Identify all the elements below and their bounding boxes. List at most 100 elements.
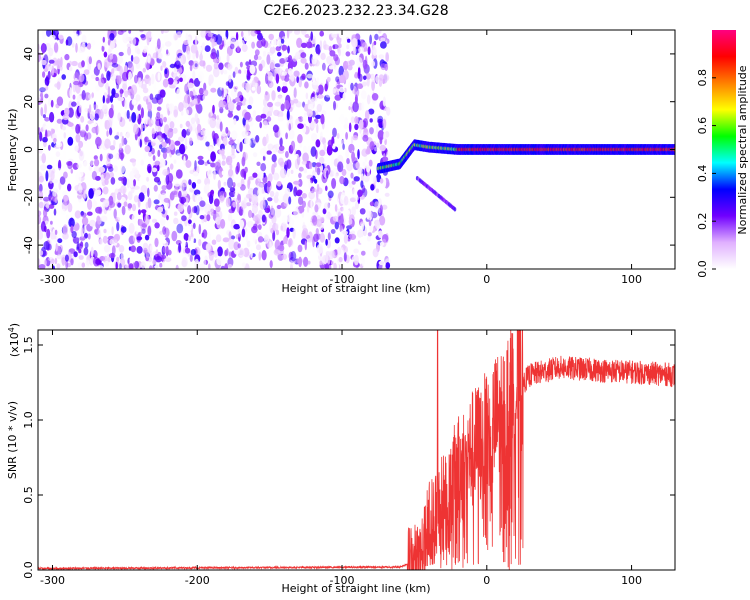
spectrogram-noise-cell (301, 160, 307, 165)
spectrogram-noise-cell (236, 45, 240, 53)
spectrogram-noise-cell (249, 64, 256, 75)
spectrogram-noise-cell (384, 192, 390, 197)
spectrogram-noise-cell (172, 127, 178, 134)
spectrogram-noise-cell (81, 262, 86, 268)
spectrogram-noise-cell (50, 99, 54, 108)
spectrogram-noise-cell (333, 100, 336, 111)
spectrogram-noise-cell (221, 131, 227, 137)
spectrogram-noise-cell (200, 130, 205, 136)
spectrogram-noise-cell (88, 56, 93, 65)
spectrogram-noise-cell (192, 217, 198, 223)
spectrogram-noise-cell (219, 195, 225, 203)
spectrogram-noise-cell (370, 184, 375, 191)
spectrogram-noise-cell (84, 132, 88, 141)
spectrogram-noise-cell (197, 94, 201, 104)
spectrogram-noise-cell (110, 177, 116, 185)
spectrogram-noise-cell (74, 210, 82, 219)
spectrogram-noise-cell (278, 129, 282, 140)
spectrogram-noise-cell (272, 148, 277, 155)
spectrogram-noise-cell (296, 37, 303, 48)
spectrogram-noise-cell (91, 170, 97, 180)
spectrogram-noise-cell (340, 247, 344, 257)
spectrogram-noise-cell (251, 79, 256, 86)
spectrogram-noise-cell (161, 239, 167, 244)
spectrogram-noise-cell (319, 260, 323, 266)
spectrogram-noise-cell (116, 55, 124, 65)
colorbar-ticks: 0.0 0.2 0.4 0.6 0.8 (696, 69, 716, 278)
spectrogram-noise-cell (176, 88, 181, 100)
spectrogram-noise-cell (351, 189, 356, 198)
spectrogram-noise-cell (252, 223, 258, 230)
spectrogram-noise-cell (104, 138, 111, 149)
spectrogram-noise-cell (47, 169, 53, 178)
spectrogram-noise-cell (70, 225, 74, 234)
spectrogram-noise-cell (380, 63, 387, 71)
spectrogram-noise-cell (221, 170, 225, 176)
spectrogram-noise-cell (74, 145, 79, 152)
spectrogram-noise-cell (267, 101, 273, 108)
spectrogram-noise-cell (61, 74, 66, 80)
spectrogram-noise-cell (169, 121, 175, 129)
spectrogram-noise-cell (180, 110, 184, 116)
spectrogram-noise-cell (378, 260, 385, 266)
spectrogram-noise-cell (136, 48, 141, 55)
spectrogram-noise-cell (100, 174, 105, 183)
spectrogram-noise-cell (198, 239, 202, 247)
spectrogram-noise-cell (173, 175, 178, 181)
spectrogram-noise-cell (147, 55, 151, 64)
spectrogram-noise-cell (140, 184, 148, 195)
spectrogram-noise-cell (342, 143, 345, 150)
spectrogram-noise-cell (245, 233, 249, 243)
spectrogram-noise-cell (271, 55, 275, 61)
spectrogram-noise-cell (355, 161, 361, 169)
spectrogram-noise-cell (292, 228, 296, 239)
spectrogram-noise-cell (181, 257, 188, 268)
spectrogram-noise-cell (80, 212, 87, 218)
spectrogram-noise-cell (288, 129, 295, 140)
spectrogram-noise-cell (65, 214, 70, 220)
spectrogram-noise-cell (269, 59, 276, 70)
spectrogram-noise-cell (337, 161, 344, 173)
spectrogram-noise-cell (270, 39, 274, 48)
spectrogram-noise-cell (341, 139, 346, 145)
spectrogram-noise-cell (222, 137, 228, 146)
spectrogram-noise-cell (66, 161, 73, 166)
spectrogram-noise-cell (113, 165, 118, 173)
spectrogram-noise-cell (300, 57, 307, 64)
spectrogram-noise-cell (106, 70, 111, 81)
spectrogram-noise-cell (329, 30, 335, 36)
spectrogram-noise-cell (122, 83, 127, 91)
spectrogram-noise-cell (267, 205, 271, 213)
spectrogram-noise-cell (41, 42, 46, 54)
spectrogram-noise-cell (304, 62, 309, 70)
spectrogram-noise-cell (124, 90, 129, 98)
spectrogram-noise-cell (277, 86, 281, 92)
spectrogram-noise-cell (358, 119, 364, 129)
x-tick-label: -300 (40, 574, 65, 587)
spectrogram-noise-cell (378, 74, 384, 81)
spectrogram-noise-cell (273, 109, 280, 117)
spectrogram-noise-cell (135, 226, 139, 235)
spectrogram-noise-cell (43, 241, 50, 250)
spectrogram-noise-cell (80, 227, 84, 239)
spectrogram-noise-cell (290, 169, 294, 174)
spectrogram-noise-cell (113, 234, 119, 244)
spectrogram-noise-cell (103, 172, 111, 181)
spectrogram-noise-cell (358, 73, 363, 82)
spectrogram-noise-cell (268, 33, 275, 41)
spectrogram-noise-cell (303, 256, 309, 267)
spectrogram-noise-cell (332, 215, 339, 222)
spectrogram-noise-cell (192, 60, 199, 70)
spectrogram-noise-cell (75, 84, 81, 94)
spectrogram-noise-cell (368, 159, 373, 167)
spectrogram-noise-cell (213, 62, 219, 70)
spectrogram-noise-cell (75, 42, 78, 53)
spectrogram-noise-cell (109, 145, 116, 151)
spectrogram-noise-cell (258, 63, 263, 72)
spectrogram-noise-cell (102, 186, 109, 195)
spectrogram-noise-cell (346, 44, 350, 50)
spectrogram-noise-cell (40, 221, 46, 232)
spectrogram-noise-cell (97, 63, 101, 70)
spectrogram-noise-cell (360, 90, 367, 100)
spectrogram-noise-cell (201, 232, 205, 238)
